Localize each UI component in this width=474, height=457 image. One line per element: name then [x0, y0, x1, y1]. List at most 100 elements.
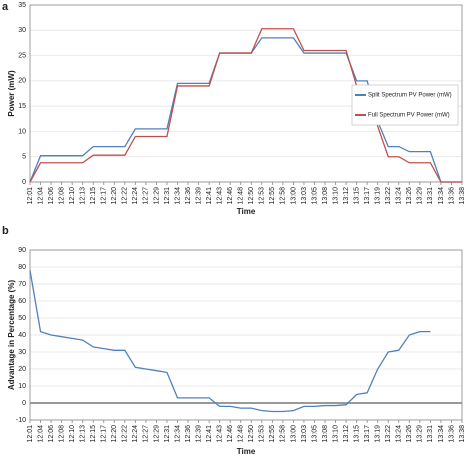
x-tick-label: 13:17 [364, 187, 371, 205]
series-line [29, 270, 431, 413]
x-tick-label: 12:08 [58, 425, 65, 443]
x-tick-label: 12:34 [174, 425, 181, 443]
x-tick-label: 12:39 [195, 187, 202, 205]
y-tick-label: 5 [22, 154, 26, 161]
x-tick-label: 13:36 [448, 187, 455, 205]
x-tick-label: 13:26 [406, 187, 413, 205]
x-tick-label: 13:19 [375, 187, 382, 205]
y-tick-label: 20 [18, 78, 26, 85]
x-tick-label: 13:05 [311, 425, 318, 443]
x-tick-label: 13:19 [375, 425, 382, 443]
x-tick-label: 12:48 [238, 425, 245, 443]
x-axis-label: Time [237, 207, 256, 216]
x-tick-label: 12:43 [217, 187, 224, 205]
y-tick-label: 25 [18, 52, 26, 59]
x-tick-label: 13:34 [438, 425, 445, 443]
x-tick-label: 12:29 [153, 425, 160, 443]
y-tick-label: 80 [18, 264, 26, 271]
x-tick-label: 13:15 [353, 187, 360, 205]
x-tick-label: 12:36 [185, 425, 192, 443]
x-tick-label: 13:31 [427, 425, 434, 443]
x-tick-label: 12:06 [48, 425, 55, 443]
x-tick-label: 13:17 [364, 425, 371, 443]
x-tick-label: 13:08 [322, 187, 329, 205]
x-tick-label: 12:39 [195, 425, 202, 443]
series-line [29, 28, 462, 183]
x-tick-label: 13:15 [353, 425, 360, 443]
y-tick-label: 35 [18, 2, 26, 9]
legend-box [351, 84, 459, 126]
x-tick-label: 12:17 [101, 187, 108, 205]
x-tick-label: 12:46 [227, 425, 234, 443]
x-tick-label: 12:10 [69, 425, 76, 443]
x-tick-label: 12:24 [132, 187, 139, 205]
x-tick-label: 12:13 [80, 187, 87, 205]
y-tick-label: 30 [18, 349, 26, 356]
x-tick-label: 12:53 [259, 187, 266, 205]
x-tick-label: 13:38 [459, 187, 466, 205]
x-tick-label: 12:53 [259, 425, 266, 443]
x-tick-label: 13:12 [343, 425, 350, 443]
x-tick-label: 12:20 [111, 187, 118, 205]
x-tick-label: 13:29 [417, 425, 424, 443]
x-tick-label: 13:26 [406, 425, 413, 443]
x-tick-label: 13:10 [332, 187, 339, 205]
y-tick-label: 50 [18, 315, 26, 322]
x-tick-label: 12:24 [132, 425, 139, 443]
x-tick-label: 12:46 [227, 187, 234, 205]
y-tick-label: 0 [22, 179, 26, 186]
x-tick-label: 13:38 [459, 425, 466, 443]
x-tick-label: 12:43 [217, 425, 224, 443]
x-tick-label: 12:13 [80, 425, 87, 443]
y-tick-label: 90 [18, 247, 26, 254]
y-tick-label: 0 [22, 400, 26, 407]
x-tick-label: 13:10 [332, 425, 339, 443]
x-tick-label: 12:29 [153, 187, 160, 205]
x-tick-label: 12:34 [174, 187, 181, 205]
x-tick-label: 12:27 [143, 187, 150, 205]
y-tick-label: 70 [18, 281, 26, 288]
x-tick-label: 12:41 [206, 187, 213, 205]
x-tick-label: 13:03 [301, 187, 308, 205]
x-tick-label: 13:08 [322, 425, 329, 443]
y-axis-label: Power (mW) [7, 70, 16, 117]
x-tick-label: 13:03 [301, 425, 308, 443]
x-tick-label: 12:04 [37, 425, 44, 443]
x-tick-label: 12:41 [206, 425, 213, 443]
x-tick-label: 12:15 [90, 187, 97, 205]
x-tick-label: 12:04 [37, 187, 44, 205]
x-tick-label: 12:15 [90, 425, 97, 443]
y-tick-label: 10 [18, 128, 26, 135]
plot-frame [29, 4, 463, 183]
y-tick-label: 10 [18, 383, 26, 390]
x-tick-label: 13:36 [448, 425, 455, 443]
x-tick-label: 12:01 [27, 187, 34, 205]
y-tick-label: 15 [18, 103, 26, 110]
legend-label: Full Spectrum PV Power (mW) [368, 113, 450, 119]
x-tick-label: 12:58 [280, 425, 287, 443]
x-tick-label: 13:34 [438, 187, 445, 205]
x-tick-label: 12:22 [122, 425, 129, 443]
x-tick-label: 12:58 [280, 187, 287, 205]
x-tick-label: 12:55 [269, 187, 276, 205]
x-tick-label: 13:24 [396, 425, 403, 443]
x-tick-label: 12:50 [248, 187, 255, 205]
x-tick-label: 13:31 [427, 187, 434, 205]
y-tick-label: 40 [18, 332, 26, 339]
y-axis-label: Advantage in Percentage (%) [7, 280, 16, 391]
x-tick-label: 13:24 [396, 187, 403, 205]
x-tick-label: 13:12 [343, 187, 350, 205]
panel-label: b [2, 225, 9, 237]
legend-label: Split Spectrum PV Power (mW) [368, 93, 452, 99]
x-tick-label: 12:20 [111, 425, 118, 443]
x-tick-label: 12:17 [101, 425, 108, 443]
y-tick-label: 60 [18, 298, 26, 305]
x-tick-label: 12:27 [143, 425, 150, 443]
plot-frame [29, 249, 463, 421]
y-tick-label: 20 [18, 366, 26, 373]
x-axis-label: Time [237, 447, 256, 456]
x-tick-label: 13:00 [290, 187, 297, 205]
y-tick-label: 30 [18, 27, 26, 34]
x-tick-label: 12:10 [69, 187, 76, 205]
